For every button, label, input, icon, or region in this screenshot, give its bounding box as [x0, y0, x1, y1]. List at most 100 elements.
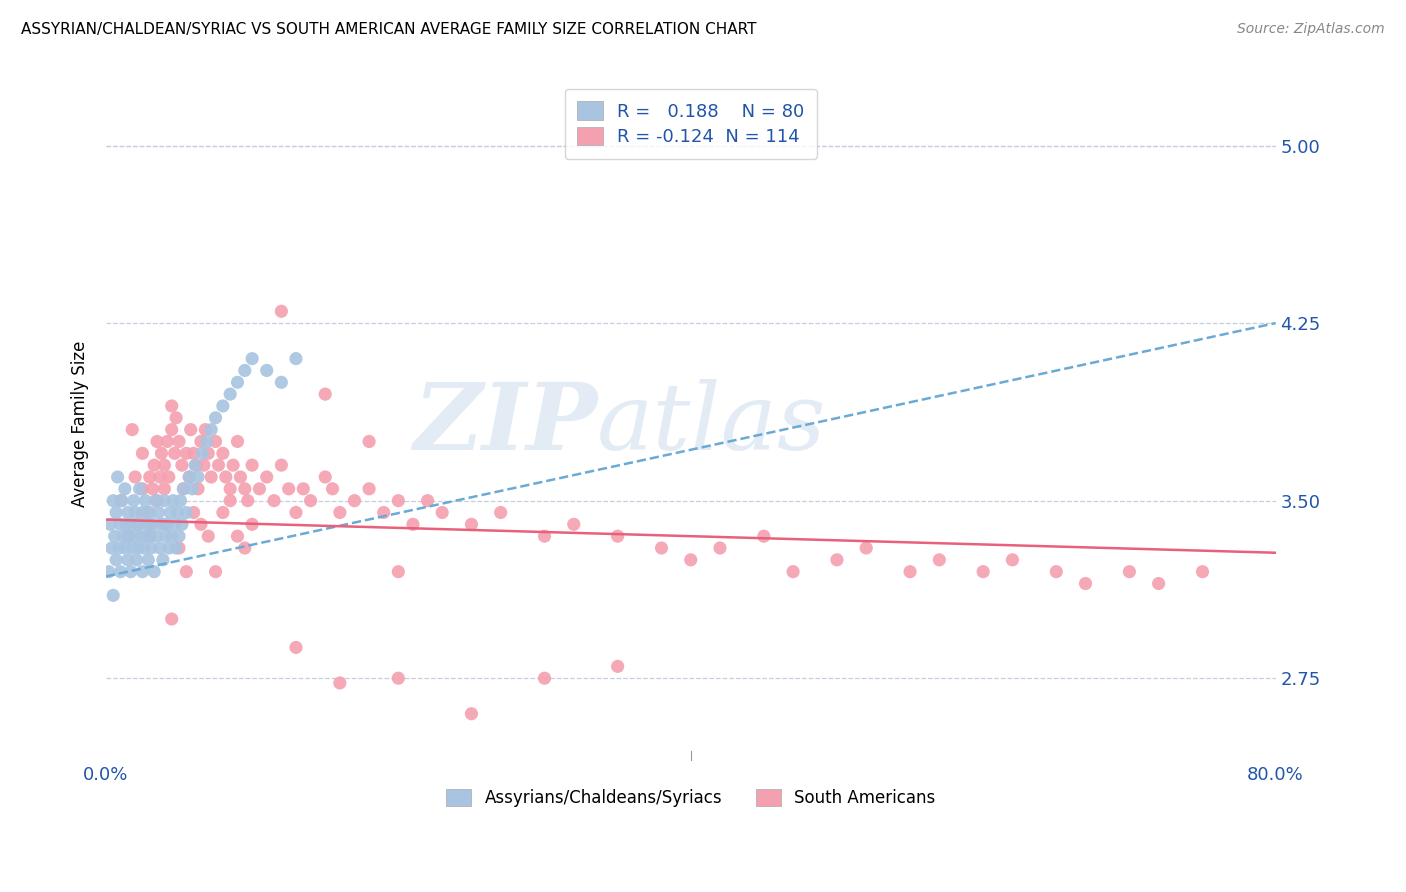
Point: [200, 423, 222, 437]
Point: [233, 363, 256, 377]
Point: [145, 493, 167, 508]
Point: [153, 517, 176, 532]
Point: [170, 517, 193, 532]
Point: [176, 565, 198, 579]
Point: [131, 506, 153, 520]
Point: [709, 541, 731, 555]
Point: [129, 529, 152, 543]
Point: [176, 446, 198, 460]
Text: atlas: atlas: [598, 379, 827, 468]
Point: [190, 434, 212, 449]
Point: [111, 493, 134, 508]
Point: [152, 553, 174, 567]
Point: [277, 482, 299, 496]
Point: [117, 529, 139, 543]
Point: [222, 458, 245, 472]
Point: [160, 529, 183, 543]
Point: [387, 493, 409, 508]
Point: [136, 553, 159, 567]
Point: [139, 470, 162, 484]
Point: [163, 446, 186, 460]
Point: [322, 482, 344, 496]
Point: [1191, 565, 1213, 579]
Point: [314, 470, 336, 484]
Point: [135, 506, 157, 520]
Point: [112, 529, 135, 543]
Point: [329, 506, 352, 520]
Point: [186, 458, 208, 472]
Point: [194, 423, 217, 437]
Point: [226, 376, 249, 390]
Point: [197, 529, 219, 543]
Point: [110, 493, 132, 508]
Point: [387, 671, 409, 685]
Point: [176, 506, 198, 520]
Point: [160, 612, 183, 626]
Point: [416, 493, 439, 508]
Point: [229, 470, 252, 484]
Point: [167, 434, 190, 449]
Point: [292, 482, 315, 496]
Point: [118, 529, 141, 543]
Point: [197, 446, 219, 460]
Point: [117, 506, 139, 520]
Point: [167, 541, 190, 555]
Point: [215, 470, 238, 484]
Point: [104, 529, 127, 543]
Point: [114, 482, 136, 496]
Point: [207, 458, 229, 472]
Point: [460, 517, 482, 532]
Point: [752, 529, 775, 543]
Point: [679, 553, 702, 567]
Point: [139, 506, 162, 520]
Point: [1147, 576, 1170, 591]
Point: [157, 470, 180, 484]
Point: [200, 470, 222, 484]
Point: [219, 482, 242, 496]
Point: [97, 565, 120, 579]
Point: [285, 640, 308, 655]
Point: [162, 493, 184, 508]
Point: [153, 482, 176, 496]
Point: [115, 517, 138, 532]
Point: [489, 506, 512, 520]
Point: [135, 529, 157, 543]
Point: [149, 470, 172, 484]
Point: [146, 493, 169, 508]
Point: [606, 529, 628, 543]
Point: [169, 493, 191, 508]
Point: [122, 493, 145, 508]
Point: [139, 517, 162, 532]
Point: [110, 565, 132, 579]
Point: [150, 446, 173, 460]
Point: [972, 565, 994, 579]
Point: [108, 541, 131, 555]
Point: [249, 482, 271, 496]
Point: [190, 517, 212, 532]
Point: [1118, 565, 1140, 579]
Point: [782, 565, 804, 579]
Point: [183, 506, 205, 520]
Point: [131, 446, 153, 460]
Point: [387, 565, 409, 579]
Point: [146, 434, 169, 449]
Point: [127, 517, 149, 532]
Point: [432, 506, 454, 520]
Point: [299, 493, 322, 508]
Point: [533, 671, 555, 685]
Point: [146, 529, 169, 543]
Text: ASSYRIAN/CHALDEAN/SYRIAC VS SOUTH AMERICAN AVERAGE FAMILY SIZE CORRELATION CHART: ASSYRIAN/CHALDEAN/SYRIAC VS SOUTH AMERIC…: [21, 22, 756, 37]
Point: [606, 659, 628, 673]
Point: [160, 399, 183, 413]
Point: [143, 458, 166, 472]
Point: [402, 517, 425, 532]
Point: [142, 517, 165, 532]
Point: [314, 387, 336, 401]
Point: [125, 553, 148, 567]
Point: [120, 517, 142, 532]
Point: [179, 470, 201, 484]
Point: [142, 482, 165, 496]
Point: [191, 446, 214, 460]
Point: [100, 541, 122, 555]
Point: [127, 541, 149, 555]
